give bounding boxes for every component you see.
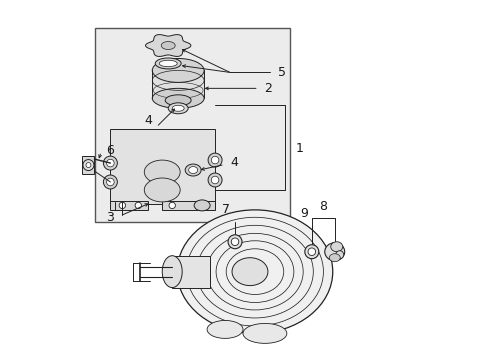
Circle shape (197, 202, 203, 208)
Ellipse shape (330, 242, 342, 252)
Ellipse shape (152, 88, 203, 108)
Polygon shape (145, 35, 190, 57)
Ellipse shape (172, 105, 184, 111)
Circle shape (231, 238, 238, 246)
Ellipse shape (168, 103, 188, 114)
Circle shape (169, 202, 175, 208)
Ellipse shape (208, 173, 222, 187)
Text: 1: 1 (295, 141, 303, 155)
Ellipse shape (103, 156, 117, 170)
Ellipse shape (144, 160, 180, 184)
Ellipse shape (83, 159, 94, 171)
Ellipse shape (106, 159, 114, 167)
Text: 4: 4 (144, 114, 152, 127)
Bar (162, 201, 215, 210)
Ellipse shape (165, 95, 191, 106)
Bar (152, 71, 203, 98)
Ellipse shape (152, 58, 203, 82)
Ellipse shape (208, 153, 222, 167)
Text: 5: 5 (277, 66, 285, 79)
Bar (110, 201, 148, 210)
Circle shape (304, 245, 318, 259)
Ellipse shape (335, 251, 343, 259)
Text: 8: 8 (318, 201, 326, 213)
Text: 7: 7 (222, 203, 229, 216)
Text: 9: 9 (299, 207, 307, 220)
Ellipse shape (207, 320, 243, 338)
Ellipse shape (243, 323, 286, 343)
Ellipse shape (106, 178, 114, 186)
Bar (172, 256, 210, 288)
Bar (95, 28, 289, 222)
Text: 4: 4 (230, 156, 238, 168)
Ellipse shape (211, 156, 219, 164)
Circle shape (307, 248, 315, 256)
Ellipse shape (103, 175, 117, 189)
Circle shape (227, 235, 242, 249)
Ellipse shape (159, 60, 177, 67)
Ellipse shape (211, 176, 219, 184)
Ellipse shape (194, 200, 210, 211)
Bar (82, 156, 94, 174)
Text: 6: 6 (106, 144, 114, 157)
Ellipse shape (185, 164, 201, 176)
Ellipse shape (324, 243, 344, 261)
Ellipse shape (161, 41, 175, 50)
Text: 2: 2 (264, 82, 271, 95)
Bar (110, 129, 215, 204)
Ellipse shape (144, 178, 180, 202)
Text: 3: 3 (106, 211, 114, 224)
Ellipse shape (328, 254, 340, 262)
Ellipse shape (177, 210, 332, 333)
Ellipse shape (232, 258, 267, 285)
Circle shape (135, 202, 141, 208)
Ellipse shape (86, 163, 91, 167)
Circle shape (119, 202, 125, 208)
Ellipse shape (188, 167, 197, 174)
Ellipse shape (162, 256, 182, 288)
Ellipse shape (155, 58, 181, 69)
